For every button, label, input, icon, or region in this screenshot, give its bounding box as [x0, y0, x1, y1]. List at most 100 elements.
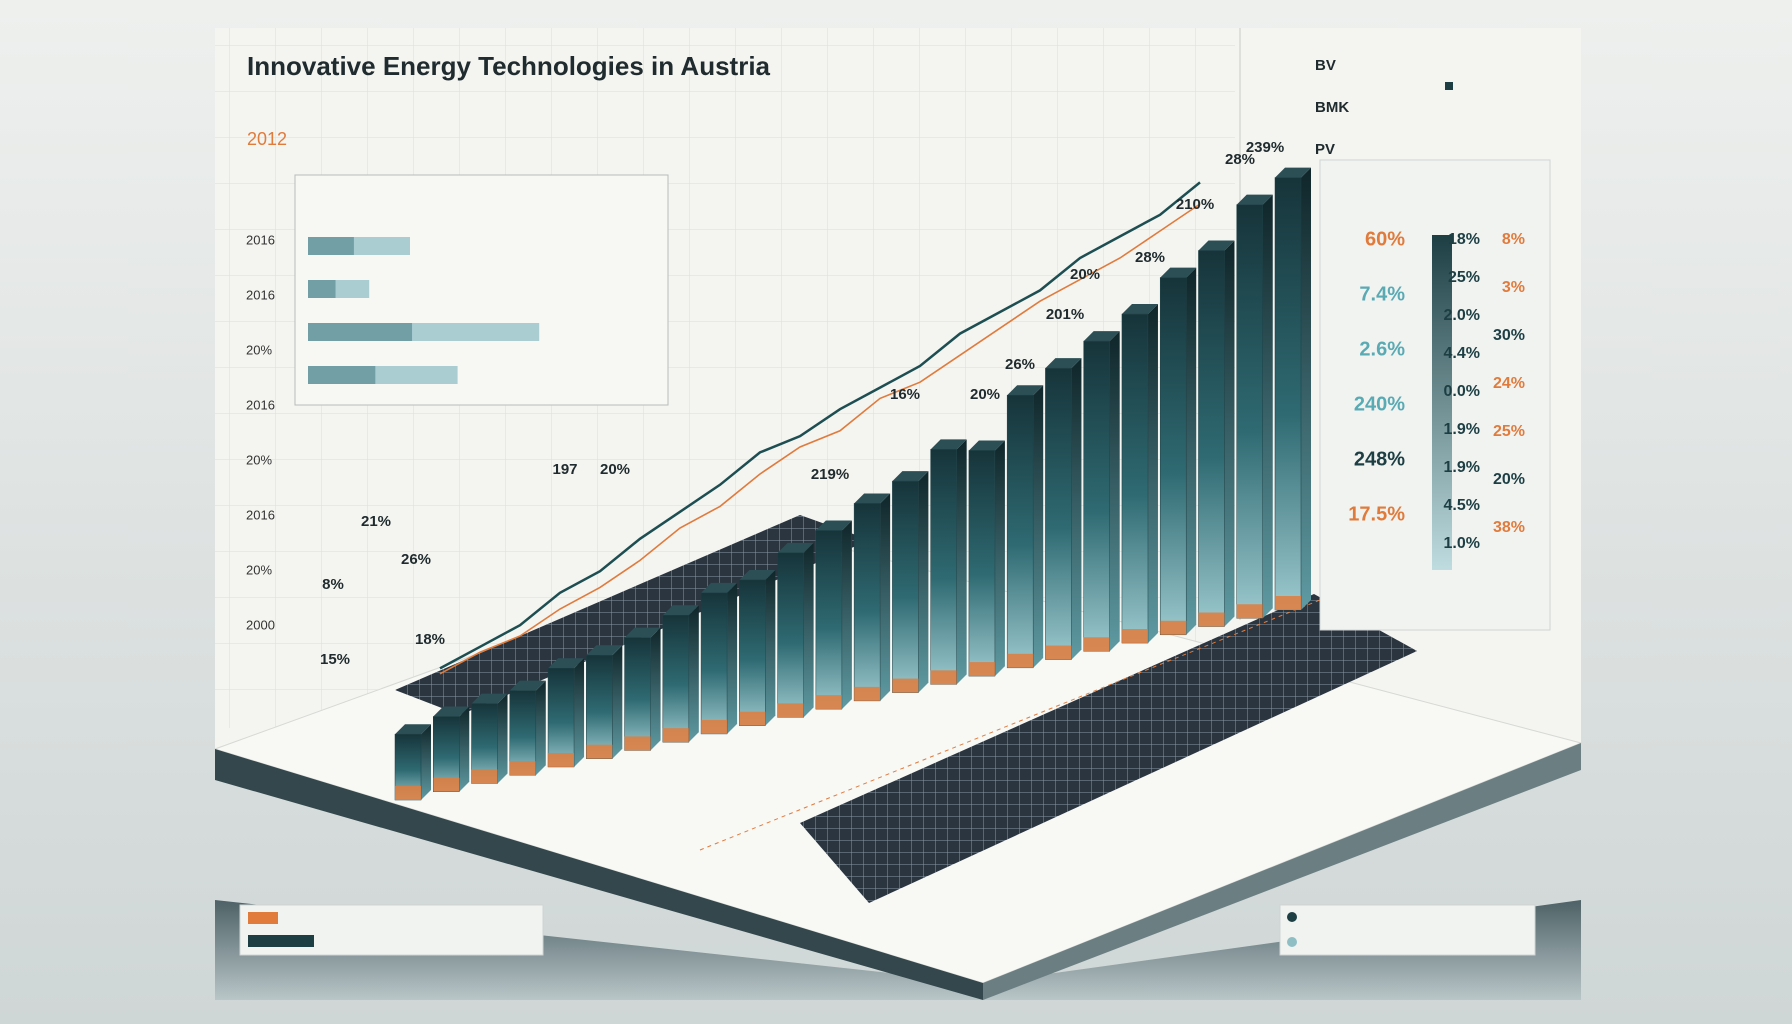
bar-top [662, 605, 699, 616]
bar-top [739, 569, 776, 580]
side-value: 2.0% [1444, 307, 1480, 324]
bar [739, 579, 766, 726]
bar-top [548, 658, 585, 669]
annotation: 18% [415, 631, 445, 648]
bar-side [1033, 385, 1044, 668]
side-value: 60% [1365, 228, 1405, 250]
annotation: 197 [552, 461, 577, 478]
bar-top [1083, 331, 1120, 342]
bar [1159, 277, 1187, 636]
bar-base [509, 761, 536, 776]
annotation: 26% [401, 551, 431, 568]
bar [892, 480, 919, 693]
bar-base [1236, 604, 1263, 619]
axis-label: 2016 [246, 507, 275, 522]
bar-base [739, 711, 766, 726]
bar-side [688, 605, 699, 743]
bar-top [892, 471, 929, 482]
top-legend: BV BMK PV [1315, 57, 1453, 158]
bar-side [1109, 331, 1120, 652]
bar [509, 690, 537, 776]
legend-label: BV [1315, 57, 1336, 74]
bar [1006, 394, 1034, 669]
bar-top [815, 520, 852, 531]
bar-base [854, 686, 881, 701]
bar-base [471, 769, 498, 784]
legend-dot [1287, 937, 1297, 947]
bar-top [968, 440, 1005, 451]
side-value: 0.0% [1444, 383, 1480, 400]
bar-top [586, 645, 623, 656]
bar-base [1045, 645, 1072, 660]
axis-label: 2016 [246, 397, 275, 412]
bar-side [1224, 240, 1235, 627]
bar-top [471, 693, 508, 704]
bar-top [1045, 358, 1082, 369]
hbar [308, 280, 370, 298]
axis-label: 2016 [246, 232, 275, 247]
side-value: 20% [1493, 471, 1525, 488]
bar-top [1198, 240, 1235, 251]
legend-box [239, 904, 544, 956]
annotation: 28% [1135, 249, 1165, 266]
axis-label: 2016 [246, 287, 275, 302]
bar-top [433, 706, 470, 717]
annotation: 210% [1176, 196, 1214, 213]
bar-side [459, 706, 470, 792]
side-value: 8% [1502, 231, 1525, 248]
bar-side [612, 645, 623, 759]
bar-base [1160, 620, 1187, 635]
bar-top [1160, 267, 1197, 278]
bar-base [433, 777, 460, 792]
bar-side [918, 471, 929, 693]
bar-base [548, 752, 575, 767]
platform-base [215, 900, 1581, 1000]
year: 2012 [247, 129, 287, 149]
bar-base [1121, 629, 1148, 644]
hbar-chart [308, 237, 540, 384]
floor-edge [983, 743, 1581, 1000]
bar [624, 637, 651, 751]
bar-base [930, 670, 957, 685]
annotation: 28% [1225, 151, 1255, 168]
bar [662, 615, 690, 743]
bar-side [1301, 167, 1311, 610]
bar-side [841, 520, 852, 710]
bar-top [1275, 167, 1311, 178]
annotations: 21% 26% 8% 15% 18% 197 20% 219% 16% 20% 26% 201% 20%… [320, 139, 1284, 668]
hbar [308, 237, 410, 255]
bar [1121, 313, 1149, 644]
bar-side [727, 582, 738, 734]
side-value: 248% [1354, 448, 1405, 470]
bar-top [509, 680, 546, 691]
bar-base [586, 744, 613, 759]
bar-base [1007, 653, 1034, 668]
annotation: 26% [1005, 356, 1035, 373]
floor-edge [215, 749, 983, 1000]
bar-base [701, 719, 728, 734]
bar-base [815, 695, 842, 710]
bar-base [1083, 637, 1110, 652]
bar-side [650, 627, 661, 751]
side-value: 1.9% [1444, 421, 1480, 438]
bar-top [395, 724, 431, 735]
side-value: 4.4% [1444, 345, 1480, 362]
bar-side [535, 680, 546, 776]
trend-line [439, 203, 1201, 675]
solar-array [800, 594, 1417, 903]
bar-base [1275, 596, 1301, 610]
axis-label: 20% [246, 342, 272, 357]
legend-swatch [1445, 82, 1453, 90]
side-table: 60% 7.4% 2.6% 240% 248% 17.5% 18% 25% 2.0% 4.4% 0.… [1348, 228, 1525, 552]
bar-side [1147, 304, 1158, 644]
side-value: 1.0% [1444, 535, 1480, 552]
bar-side [1186, 267, 1197, 635]
side-value: 38% [1493, 519, 1525, 536]
side-meter [1432, 235, 1452, 570]
bar-base [1198, 612, 1225, 627]
annotation: 219% [811, 466, 849, 483]
annotation: 20% [970, 386, 1000, 403]
bar-top [1236, 194, 1273, 205]
bar-base [662, 728, 689, 743]
